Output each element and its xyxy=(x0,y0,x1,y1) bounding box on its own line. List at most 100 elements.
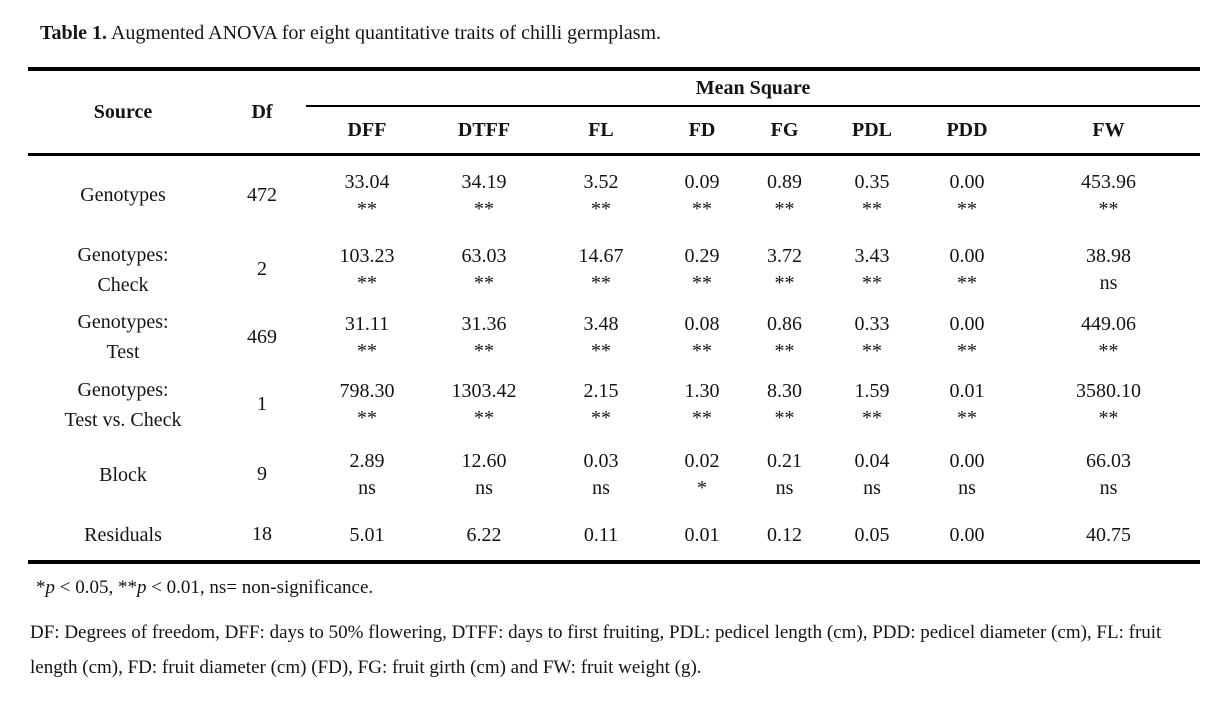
significance-marker: ** xyxy=(862,407,882,429)
mean-square-fg: 8.30 ** xyxy=(742,370,827,440)
df-value: 469 xyxy=(247,325,277,348)
significance-footnote: *p < 0.05, **p < 0.01, ns= non-significa… xyxy=(36,576,1232,600)
col-header-dff: DFF xyxy=(306,106,428,156)
mean-square-dff: 5.01 xyxy=(306,510,428,562)
df-value: 2 xyxy=(257,258,267,280)
table-caption: Augmented ANOVA for eight quantitative t… xyxy=(107,22,662,44)
mean-square-value: 0.33 xyxy=(854,312,890,335)
table-number: Table 1. xyxy=(40,22,108,44)
significance-marker: ** xyxy=(692,197,712,220)
header-row-group: Source Df Mean Square xyxy=(28,69,1201,156)
mean-square-fw: 453.96 ** xyxy=(1017,155,1200,235)
source-label: Genotypes: Check xyxy=(28,235,218,305)
significance-marker: ** xyxy=(357,197,377,220)
source-label-line: Residuals xyxy=(84,523,162,546)
mean-square-pdl: 0.35 ** xyxy=(827,155,917,235)
mean-square-value: 0.29 xyxy=(684,245,720,267)
significance-marker: ** xyxy=(774,339,795,362)
significance-marker: ** xyxy=(957,197,977,220)
mean-square-value: 3.43 xyxy=(854,245,890,267)
mean-square-value: 38.98 xyxy=(1086,245,1131,267)
p-italic: p xyxy=(45,576,56,598)
col-header-fd: FD xyxy=(662,106,742,156)
significance-marker: * xyxy=(697,477,707,499)
mean-square-value: 1.30 xyxy=(684,380,720,402)
significance-marker: ns xyxy=(863,477,881,499)
significance-marker: ** xyxy=(357,272,377,294)
mean-square-fl: 3.52 ** xyxy=(540,155,662,235)
mean-square-value: 0.02 xyxy=(684,450,720,472)
mean-square-value: 8.30 xyxy=(767,380,802,402)
abbreviation-footnote: DF: Degrees of freedom, DFF: days to 50%… xyxy=(30,621,1162,678)
mean-square-value: 0.86 xyxy=(767,312,802,335)
significance-marker: ** xyxy=(957,272,977,294)
col-group-mean-square: Mean Square xyxy=(306,69,1201,107)
mean-square-fd: 0.02 * xyxy=(662,440,742,510)
significance-marker: ** xyxy=(692,407,712,429)
mean-square-pdl: 3.43 ** xyxy=(827,235,917,305)
mean-square-value: 40.75 xyxy=(1086,523,1131,546)
significance-marker: ** xyxy=(474,272,494,294)
significance-marker: ns xyxy=(775,477,794,499)
mean-square-fl: 0.03 ns xyxy=(540,440,662,510)
mean-square-value: 0.05 xyxy=(854,523,890,546)
mean-square-fg: 3.72 ** xyxy=(742,235,827,305)
mean-square-value: 0.01 xyxy=(684,523,720,546)
col-header-source: Source xyxy=(28,69,218,156)
footnote-text-part: < 0.01, ns= non-significance. xyxy=(146,576,374,598)
significance-marker: ns xyxy=(958,477,976,499)
mean-square-dtff: 12.60 ns xyxy=(428,440,540,510)
significance-marker: ** xyxy=(357,339,377,362)
mean-square-fd: 0.08 ** xyxy=(662,305,742,370)
mean-square-fg: 0.86 ** xyxy=(742,305,827,370)
mean-square-value: 453.96 xyxy=(1081,170,1136,193)
significance-marker: ** xyxy=(591,197,611,220)
significance-marker: ns xyxy=(592,477,610,499)
mean-square-value: 0.00 xyxy=(949,170,985,193)
significance-marker: ** xyxy=(1098,197,1119,220)
mean-square-fd: 0.29 ** xyxy=(662,235,742,305)
mean-square-value: 3.52 xyxy=(583,170,619,193)
significance-marker: ** xyxy=(591,407,611,429)
mean-square-value: 0.04 xyxy=(854,450,890,472)
source-label-line: Genotypes xyxy=(80,184,166,207)
table-title: Table 1. Augmented ANOVA for eight quant… xyxy=(40,20,1232,46)
source-label-line: Check xyxy=(97,273,149,296)
mean-square-value: 66.03 xyxy=(1086,450,1131,472)
mean-square-dff: 2.89 ns xyxy=(306,440,428,510)
source-label-line: Block xyxy=(99,463,147,486)
mean-square-fd: 0.01 xyxy=(662,510,742,562)
mean-square-dtff: 1303.42 ** xyxy=(428,370,540,440)
mean-square-pdl: 0.05 xyxy=(827,510,917,562)
significance-marker: ** xyxy=(862,272,882,294)
mean-square-dtff: 63.03 ** xyxy=(428,235,540,305)
mean-square-value: 0.21 xyxy=(767,450,802,472)
table-header: Source Df Mean Square DFF DTFF FL FD FG PDL PD… xyxy=(28,69,1201,156)
mean-square-fl: 3.48 ** xyxy=(540,305,662,370)
mean-square-value: 0.03 xyxy=(583,450,619,472)
significance-marker: ** xyxy=(957,407,977,429)
header-row-traits: DFF DTFF FL FD FG PDL PDD FW xyxy=(28,106,1201,156)
mean-square-fl: 2.15 ** xyxy=(540,370,662,440)
col-header-fg: FG xyxy=(742,106,827,156)
mean-square-fw: 66.03 ns xyxy=(1017,440,1200,510)
source-label: Genotypes: Test vs. Check xyxy=(28,370,218,440)
mean-square-fw: 40.75 xyxy=(1017,510,1200,562)
col-header-fw: FW xyxy=(1017,106,1201,156)
mean-square-dff: 103.23 ** xyxy=(306,235,428,305)
mean-square-value: 31.11 xyxy=(344,312,390,335)
mean-square-pdl: 0.33 ** xyxy=(827,305,917,370)
mean-square-value: 103.23 xyxy=(339,245,395,267)
mean-square-value: 0.08 xyxy=(684,312,720,335)
significance-marker: ** xyxy=(591,272,611,294)
footnote-text-part: * xyxy=(36,576,46,598)
df-value: 18 xyxy=(252,523,272,545)
mean-square-pdd: 0.00 ** xyxy=(917,305,1017,370)
source-label: Residuals xyxy=(28,510,218,562)
mean-square-value: 0.00 xyxy=(949,312,985,335)
mean-square-pdd: 0.00 ns xyxy=(917,440,1017,510)
mean-square-value: 3580.10 xyxy=(1076,380,1141,402)
significance-marker: ** xyxy=(957,339,977,362)
mean-square-value: 6.22 xyxy=(466,523,502,546)
